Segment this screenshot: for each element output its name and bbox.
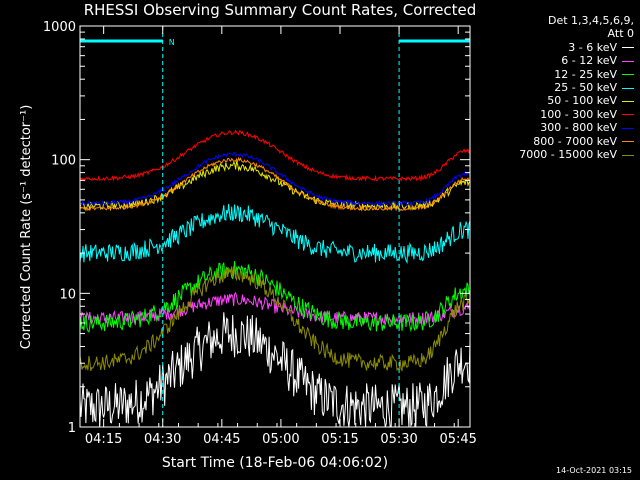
series-line-6 (79, 129, 471, 182)
legend-item-8: 800 - 7000 keV (519, 135, 634, 148)
chart-title: RHESSI Observing Summary Count Rates, Co… (83, 1, 477, 19)
legend: Det 1,3,4,5,6,9, Att 0 3 - 6 keV 6 - 12 k… (519, 14, 634, 161)
legend-item-1: 3 - 6 keV (519, 41, 634, 54)
x-tick-label: 04:30 (144, 432, 181, 447)
legend-item-7: 300 - 800 keV (519, 121, 634, 134)
legend-label: 12 - 25 keV (554, 67, 617, 81)
legend-label: 100 - 300 keV (540, 107, 617, 121)
legend-item-6: 100 - 300 keV (519, 108, 634, 121)
y-axis-label: Corrected Count Rate (s⁻¹ detector⁻¹) (19, 105, 34, 350)
legend-label: 50 - 100 keV (547, 94, 617, 108)
series-line-3 (79, 260, 471, 333)
legend-item-2: 6 - 12 keV (519, 54, 634, 67)
legend-label: 25 - 50 keV (554, 81, 617, 95)
legend-swatch (622, 47, 634, 49)
legend-swatch (622, 141, 634, 143)
legend-label: 300 - 800 keV (540, 121, 617, 135)
x-axis-label: Start Time (18-Feb-06 04:06:02) (162, 455, 388, 471)
legend-swatch (622, 114, 634, 116)
legend-header-2: Att 0 (607, 27, 634, 41)
x-tick-label: 05:00 (262, 432, 299, 447)
flag-label: N (169, 38, 175, 47)
legend-item-3: 12 - 25 keV (519, 68, 634, 81)
plot-frame (79, 25, 471, 428)
legend-label: 6 - 12 keV (561, 54, 617, 68)
timestamp: 14-Oct-2021 03:15 (556, 466, 632, 475)
y-tick-label: 10 (59, 287, 76, 302)
legend-header-1: Det 1,3,4,5,6,9, (547, 14, 634, 27)
x-tick-label: 05:15 (321, 432, 358, 447)
x-tick-label: 04:45 (203, 432, 240, 447)
legend-swatch (622, 60, 634, 62)
series-line-9 (79, 265, 471, 372)
legend-item-9: 7000 - 15000 keV (519, 148, 634, 161)
y-tick-label: 1 (68, 421, 76, 436)
x-tick-label: 05:45 (439, 432, 476, 447)
legend-item-4: 25 - 50 keV (519, 81, 634, 94)
series-line-7 (79, 151, 471, 207)
legend-swatch (622, 87, 634, 89)
series-line-8 (79, 156, 471, 212)
legend-swatch (622, 127, 634, 129)
legend-swatch (622, 100, 634, 102)
x-tick-label: 05:30 (380, 432, 417, 447)
series-line-4 (79, 203, 471, 265)
legend-item-5: 50 - 100 keV (519, 94, 634, 107)
x-tick-label: 04:15 (85, 432, 122, 447)
y-tick-label: 100 (51, 154, 76, 169)
series-line-1 (79, 312, 471, 428)
legend-label: 7000 - 15000 keV (519, 148, 617, 162)
legend-label: 800 - 7000 keV (533, 134, 617, 148)
series-line-2 (79, 291, 471, 326)
legend-swatch (622, 74, 634, 76)
legend-swatch (622, 154, 634, 156)
legend-label: 3 - 6 keV (568, 40, 617, 54)
y-tick-label: 1000 (43, 20, 76, 35)
